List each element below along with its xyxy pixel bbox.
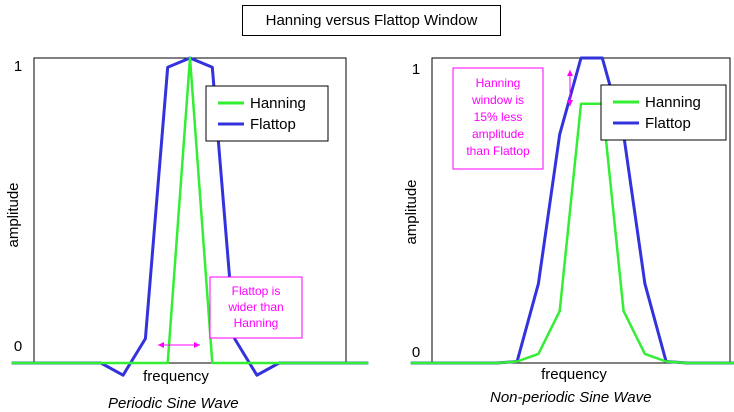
annotation-text: than Flattop (466, 144, 530, 158)
arrow-head (567, 70, 573, 76)
y-axis-label: amplitude (403, 179, 420, 244)
legend-label: Flattop (645, 115, 691, 132)
y-tick-label: 1 (14, 58, 22, 75)
y-axis-label: amplitude (5, 182, 22, 247)
legend-box (600, 84, 727, 141)
annotation-box (209, 276, 303, 339)
legend-label: Hanning (645, 94, 701, 111)
arrow-head (567, 100, 573, 106)
annotation-text: window is (471, 93, 524, 107)
arrow-head (158, 342, 164, 348)
annotation-text: wider than (227, 300, 283, 314)
annotation-box (452, 67, 544, 170)
annotation-text: 15% less (474, 110, 523, 124)
annotation-text: Hanning (476, 76, 521, 90)
chart-caption-left: Periodic Sine Wave (108, 395, 239, 412)
annotation-text: amplitude (472, 127, 524, 141)
arrow-head (194, 342, 200, 348)
y-tick-label: 0 (412, 344, 420, 361)
legend-box (205, 85, 329, 142)
x-axis-label: frequency (541, 366, 607, 383)
series-line-hanning (410, 102, 734, 365)
y-tick-label: 0 (14, 338, 22, 355)
annotation-text: Flattop is (232, 284, 281, 298)
chart-caption-right: Non-periodic Sine Wave (490, 389, 652, 406)
x-axis-label: frequency (143, 368, 209, 385)
y-tick-label: 1 (412, 61, 420, 78)
series-line-hanning (11, 56, 369, 365)
legend-label: Flattop (250, 116, 296, 133)
annotation-text: Hanning (234, 316, 279, 330)
chart-title: Hanning versus Flattop Window (242, 5, 501, 36)
legend-label: Hanning (250, 95, 306, 112)
